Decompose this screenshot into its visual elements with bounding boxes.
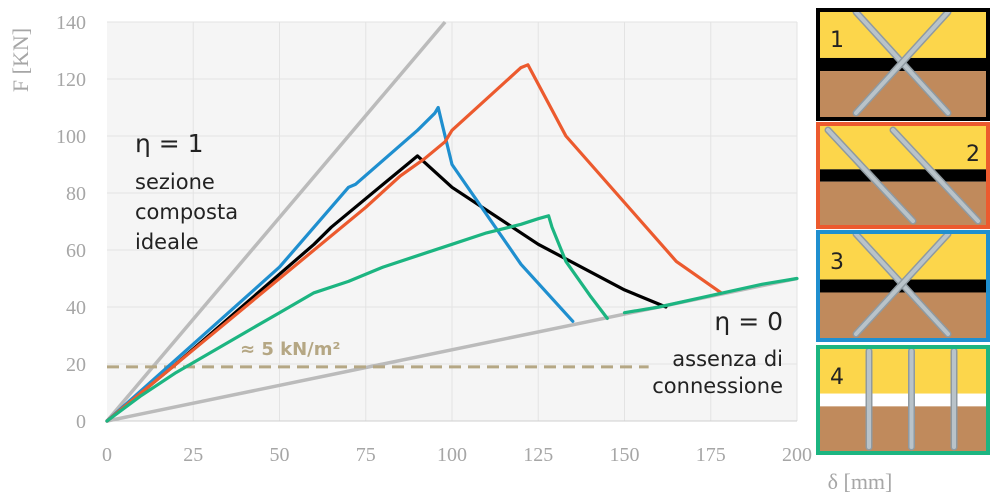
series-line-2	[105, 105, 575, 423]
screw	[826, 128, 915, 223]
y-tick-label: 40	[66, 297, 86, 319]
eta1-desc-3: ideale	[135, 230, 199, 254]
x-tick-label: 75	[356, 444, 376, 466]
series-line-4	[105, 214, 609, 423]
dashed-line-label: ≈ 5 kN/m²	[240, 339, 340, 360]
y-axis-label: F [KN]	[8, 28, 33, 92]
screw	[891, 128, 980, 223]
series-line-1	[105, 154, 668, 423]
eta1-title: η = 1	[135, 129, 204, 158]
gridlines	[107, 21, 798, 422]
specimen-panel-2: 2	[816, 122, 990, 229]
y-tick-label: 140	[56, 12, 86, 34]
panel-number: 4	[830, 365, 844, 390]
panel-top-layer	[818, 347, 988, 394]
x-tick-label: 100	[437, 444, 467, 466]
specimen-panels: 1 2 3 4	[816, 8, 990, 455]
eta0-desc-1: assenza di	[672, 347, 783, 371]
panel-bottom-layer	[818, 71, 988, 119]
eta0-desc-2: connessione	[652, 374, 783, 398]
panel-interlayer	[818, 393, 988, 407]
screw	[854, 232, 950, 336]
panel-border	[816, 122, 990, 229]
panel-border	[816, 345, 990, 455]
x-tick-label: 50	[270, 444, 290, 466]
panel-bottom-layer	[818, 292, 988, 340]
reference-line-1	[105, 20, 447, 423]
y-tick-labels: 0 20 40 60 80 100 120 140	[56, 12, 86, 433]
series-line-3	[105, 63, 723, 423]
panel-top-layer	[818, 10, 988, 58]
panel-number: 3	[830, 250, 844, 275]
x-tick-label: 200	[782, 444, 812, 466]
y-tick-label: 120	[56, 69, 86, 91]
eta1-desc-2: composta	[135, 200, 238, 224]
data-series	[105, 63, 799, 423]
panel-top-layer	[818, 232, 988, 280]
specimen-panel-4: 4	[816, 345, 990, 455]
x-tick-label: 175	[696, 444, 726, 466]
panel-number: 2	[966, 142, 980, 167]
y-tick-label: 100	[56, 126, 86, 148]
y-tick-label: 0	[76, 411, 86, 433]
specimen-panel-1: 1	[816, 8, 990, 121]
y-tick-label: 60	[66, 240, 86, 262]
series-line-5	[622, 276, 799, 315]
x-axis-label: δ [mm]	[828, 469, 893, 494]
panel-border	[816, 8, 990, 121]
x-tick-labels: 0 25 50 75 100 125 150 175 200	[102, 444, 812, 466]
x-tick-label: 0	[102, 444, 112, 466]
x-tick-label: 25	[183, 444, 203, 466]
panel-border	[816, 230, 990, 342]
panel-interlayer	[818, 169, 988, 182]
eta1-desc-1: sezione	[135, 170, 215, 194]
y-tick-label: 20	[66, 354, 86, 376]
screw	[854, 10, 950, 115]
eta0-title: η = 0	[714, 307, 783, 336]
x-tick-label: 125	[523, 444, 553, 466]
panel-number: 1	[830, 28, 844, 53]
specimen-panel-3: 3	[816, 230, 990, 342]
panel-bottom-layer	[818, 406, 988, 453]
y-tick-label: 80	[66, 183, 86, 205]
x-tick-label: 150	[610, 444, 640, 466]
